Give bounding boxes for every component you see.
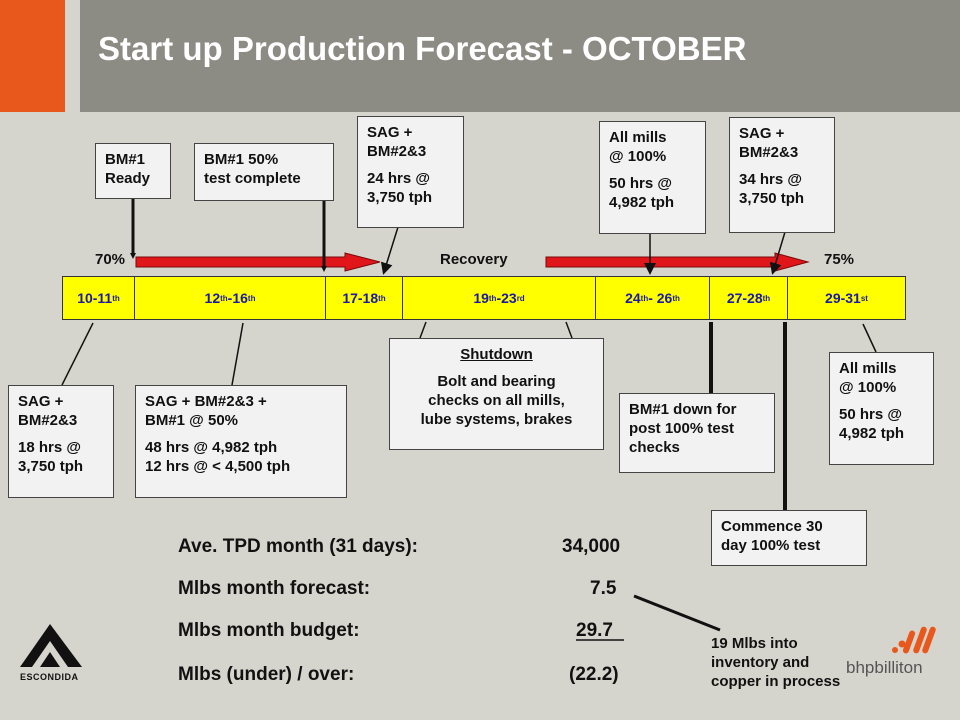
summary-value-budget: 29.7 <box>576 620 613 641</box>
leader-shutdown-right <box>565 321 573 339</box>
slide-title: Start up Production Forecast - OCTOBER <box>98 30 747 67</box>
bhp-logo-mark <box>892 626 936 654</box>
summary-value-tpd: 34,000 <box>562 536 621 557</box>
summary-label-budget: Mlbs month budget: <box>178 620 360 641</box>
callout-all-mills-bottom: All mills @ 100% 50 hrs @4,982 tph <box>829 352 934 465</box>
summary-label-variance: Mlbs (under) / over: <box>178 664 355 685</box>
progress-arrow-right <box>545 252 810 272</box>
callout-sag-bm23-18hrs: SAG + BM#2&3 18 hrs @3,750 tph <box>8 385 114 498</box>
timeline-segment-7: 29-31 st <box>787 276 906 320</box>
callout-sag-bm23-bm1: SAG + BM#2&3 + BM#1 @ 50% 48 hrs @ 4,982 … <box>135 385 347 498</box>
leader-allmills-bot <box>862 323 877 353</box>
header-accent-bar <box>0 0 65 112</box>
callout-sag-bm23-24hrs: SAG + BM#2&3 24 hrs @3,750 tph <box>357 116 464 228</box>
leader-inventory-note <box>633 594 721 632</box>
timeline-segment-3: 17-18 th <box>325 276 403 320</box>
leader-sag-bot1 <box>61 322 94 386</box>
callout-bm1-down: BM#1 down for post 100% test checks <box>619 393 775 473</box>
callout-commence-test: Commence 30 day 100% test <box>711 510 867 566</box>
leader-sag-bot2 <box>231 322 244 386</box>
label-70-percent: 70% <box>95 251 126 268</box>
leader-shutdown-left <box>419 321 427 339</box>
callout-bm1-50-test: BM#1 50% test complete <box>194 143 334 201</box>
summary-label-tpd: Ave. TPD month (31 days): <box>178 536 419 557</box>
label-recovery: Recovery <box>440 251 508 268</box>
callout-sag-bm23-34hrs: SAG + BM#2&3 34 hrs @3,750 tph <box>729 117 835 233</box>
escondida-logo-text: ESCONDIDA <box>20 672 79 682</box>
progress-arrow-left <box>135 252 381 272</box>
label-75-percent: 75% <box>824 251 855 268</box>
inventory-note: 19 Mlbs into inventory and copper in proce… <box>711 635 841 690</box>
callout-shutdown: Shutdown Bolt and bearing checks on all m… <box>389 338 604 450</box>
callout-bm1-ready: BM#1 Ready <box>95 143 171 199</box>
callout-all-mills-top: All mills @ 100% 50 hrs @4,982 tph <box>599 121 706 234</box>
bhp-logo-text: bhpbilliton <box>846 658 923 677</box>
escondida-logo-mark <box>20 624 82 667</box>
leader-sag-top1 <box>380 226 399 275</box>
summary-value-forecast: 7.5 <box>590 578 617 599</box>
summary-value-variance: (22.2) <box>569 664 619 685</box>
header-bar <box>80 0 960 112</box>
timeline-segment-1: 10-11 th <box>62 276 135 320</box>
timeline-segment-6: 27-28 th <box>709 276 788 320</box>
leader-sag-top2 <box>769 231 786 275</box>
summary-label-forecast: Mlbs month forecast: <box>178 578 371 599</box>
